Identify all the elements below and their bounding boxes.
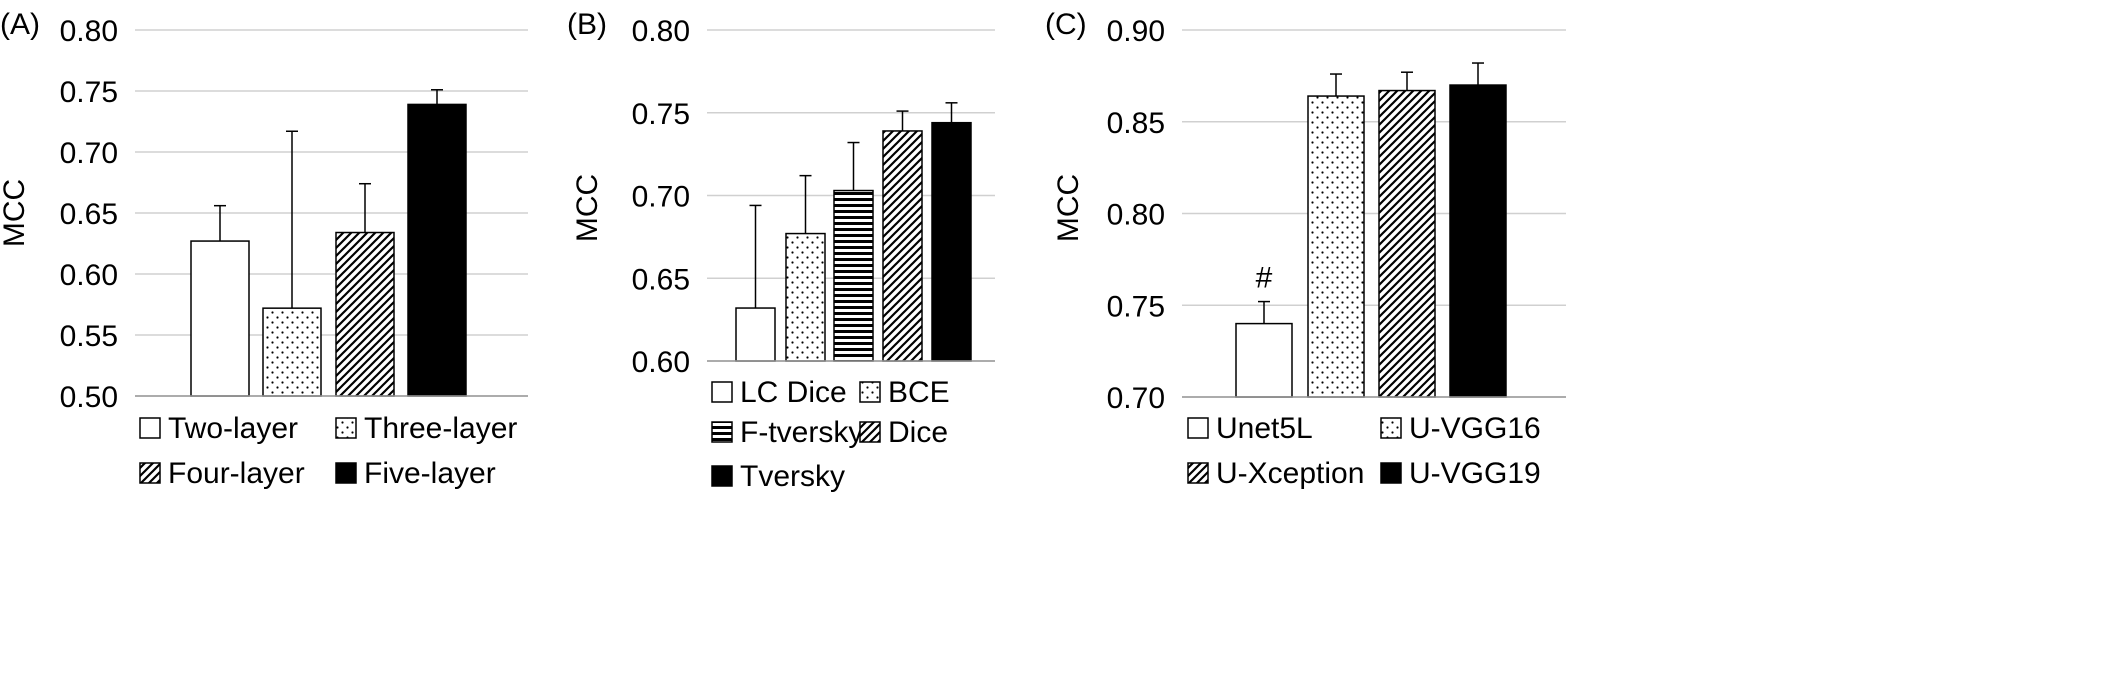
panel-label: (C) (1045, 8, 1087, 41)
y-tick-label: 0.70 (632, 181, 690, 214)
y-tick-label: 0.60 (60, 259, 118, 292)
bar-bce (785, 232, 826, 362)
y-tick-label: 0.80 (1107, 199, 1165, 232)
panel-label: (A) (0, 8, 40, 41)
bar-u-vgg16 (1307, 95, 1365, 398)
legend-label: F-tversky (740, 416, 863, 449)
bar-unet5l (1235, 322, 1293, 398)
legend-swatch (711, 381, 733, 403)
legend-swatch (335, 417, 357, 439)
bar-tversky (931, 121, 972, 362)
y-tick-label: 0.60 (632, 346, 690, 379)
y-tick-label: 0.70 (60, 137, 118, 170)
bar-two-layer (190, 240, 250, 397)
legend-swatch (1187, 462, 1209, 484)
legend-label: Two-layer (168, 412, 298, 445)
legend-swatch (139, 417, 161, 439)
legend-label: Dice (888, 416, 948, 449)
bar-f-tversky (833, 189, 874, 362)
legend-swatch (1380, 462, 1402, 484)
legend-label: Tversky (740, 460, 845, 493)
y-tick-label: 0.65 (60, 198, 118, 231)
y-axis-label: MCC (1052, 174, 1085, 242)
legend-label: Unet5L (1216, 412, 1313, 445)
chart-panel-2: (B) 0.60 0.65 0.70 0.75 0.80 MCC LC Dice BCE F-tv… (567, 8, 995, 493)
chart-panel-3: (C) 0.70 0.75 0.80 0.85 0.90 MCC # Unet5L U-VGG16… (1045, 8, 1566, 490)
bar-three-layer (262, 307, 322, 397)
y-tick-label: 0.80 (60, 15, 118, 48)
y-tick-label: 0.75 (632, 98, 690, 131)
y-tick-label: 0.75 (60, 76, 118, 109)
legend-label: Four-layer (168, 457, 305, 490)
legend-swatch (859, 381, 881, 403)
legend-swatch (1380, 417, 1402, 439)
legend-swatch (711, 465, 733, 487)
y-tick-label: 0.75 (1107, 290, 1165, 323)
bar-four-layer (335, 231, 395, 397)
legend-label: Three-layer (364, 412, 517, 445)
legend-swatch (335, 462, 357, 484)
y-tick-label: 0.80 (632, 15, 690, 48)
legend-label: BCE (888, 376, 950, 409)
bar-u-vgg19 (1449, 84, 1507, 398)
y-axis-label: MCC (0, 179, 31, 247)
y-tick-label: 0.65 (632, 263, 690, 296)
y-tick-label: 0.85 (1107, 107, 1165, 140)
legend-label: Five-layer (364, 457, 496, 490)
bar-u-xception (1378, 89, 1436, 398)
legend-swatch (1187, 417, 1209, 439)
legend-label: U-VGG19 (1409, 457, 1541, 490)
bar-lc-dice (735, 307, 776, 362)
y-tick-label: 0.50 (60, 381, 118, 414)
legend-label: U-VGG16 (1409, 412, 1541, 445)
bar-five-layer (407, 103, 467, 397)
legend-swatch (711, 421, 733, 443)
y-tick-label: 0.70 (1107, 382, 1165, 415)
y-tick-label: 0.55 (60, 320, 118, 353)
legend-label: U-Xception (1216, 457, 1364, 490)
y-axis-label: MCC (571, 174, 604, 242)
legend-swatch (859, 421, 881, 443)
legend-label: LC Dice (740, 376, 847, 409)
panel-label: (B) (567, 8, 607, 41)
bar-annotation: # (1256, 262, 1273, 295)
y-tick-label: 0.90 (1107, 15, 1165, 48)
legend-swatch (139, 462, 161, 484)
chart-panel-1: (A) 0.50 0.55 0.60 0.65 0.70 0.75 0.80 MCC Two-la… (0, 8, 528, 490)
bar-dice (882, 130, 923, 362)
